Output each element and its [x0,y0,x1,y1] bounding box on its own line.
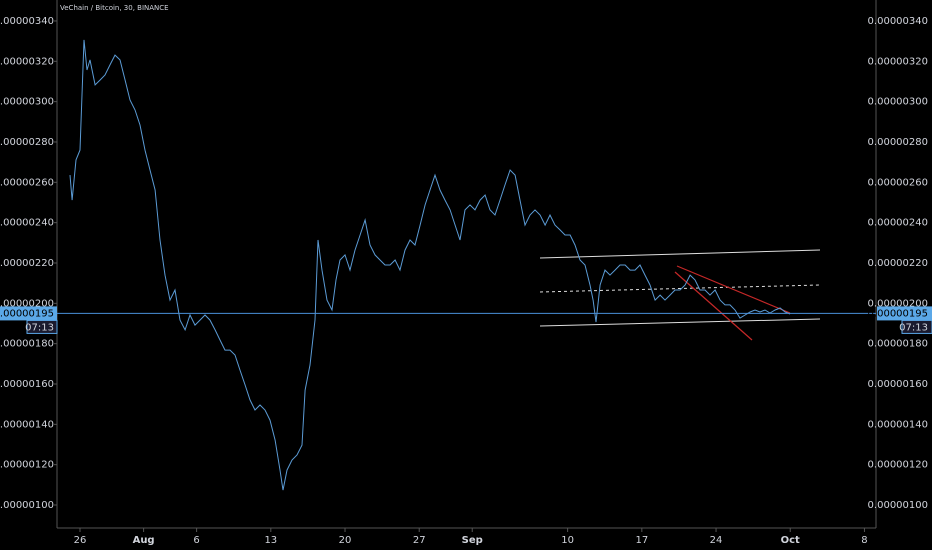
y-tick-label: 0.00000180 [0,339,54,350]
wedge-bottom [674,271,753,341]
y-tick-label: 0.00000160 [0,379,54,390]
x-tick-label: 20 [339,535,352,546]
wedge-top [676,265,791,314]
y2-tick-label: 0.00000340 [868,16,928,27]
last-price-badge [0,306,57,321]
y2-tick-label: 0.00000320 [868,56,928,67]
channel-mid [539,284,821,293]
x-tick-label: 8 [861,535,867,546]
y2-tick-label: 0.00000180 [868,339,928,350]
y-tick-label: 0.00000200 [0,298,54,309]
x-tick-label: 10 [561,535,574,546]
y-tick-label: 0.00000300 [0,97,54,108]
y2-tick-label: 0.00000160 [868,379,928,390]
last-price-label: 0.00000195 [868,308,928,319]
y-tick-label: 0.00000220 [0,258,54,269]
x-tick-label: 24 [710,535,723,546]
countdown-label: 07:13 [25,322,54,333]
drawings [539,249,821,341]
x-tick-label: Oct [781,535,800,546]
y2-tick-label: 0.00000200 [868,298,928,309]
x-tick-label: 26 [74,535,87,546]
y-tick-label: 0.00000340 [0,16,54,27]
y-tick-label: 0.00000320 [0,56,54,67]
x-tick-label: Sep [462,535,483,546]
channel-bottom [539,318,821,327]
y2-tick-label: 0.00000240 [868,218,928,229]
y2-tick-label: 0.00000140 [868,419,928,430]
x-tick-label: 13 [264,535,277,546]
y2-tick-label: 0.00000260 [868,177,928,188]
y2-tick-label: 0.00000120 [868,460,928,471]
last-price-label: 0.00000195 [0,308,54,319]
countdown-badge [26,319,58,334]
y-tick-label: 0.00000120 [0,460,54,471]
y-tick-label: 0.00000140 [0,419,54,430]
x-tick-label: 17 [635,535,648,546]
y-tick-label: 0.00000260 [0,177,54,188]
y-tick-label: 0.00000240 [0,218,54,229]
chart-title: VeChain / Bitcoin, 30, BINANCE [60,4,169,12]
countdown-badge [901,319,932,334]
x-tick-label: Aug [133,535,155,546]
x-tick-label: 6 [193,535,199,546]
y2-tick-label: 0.00000100 [868,500,928,511]
x-tick-label: 27 [413,535,426,546]
y2-tick-label: 0.00000280 [868,137,928,148]
y2-tick-label: 0.00000220 [868,258,928,269]
y2-tick-label: 0.00000300 [868,97,928,108]
countdown-label: 07:13 [899,322,928,333]
y-tick-label: 0.00000280 [0,137,54,148]
y-tick-label: 0.00000100 [0,500,54,511]
price-line [69,39,791,491]
last-price-badge [877,306,932,321]
channel-top [539,249,821,259]
